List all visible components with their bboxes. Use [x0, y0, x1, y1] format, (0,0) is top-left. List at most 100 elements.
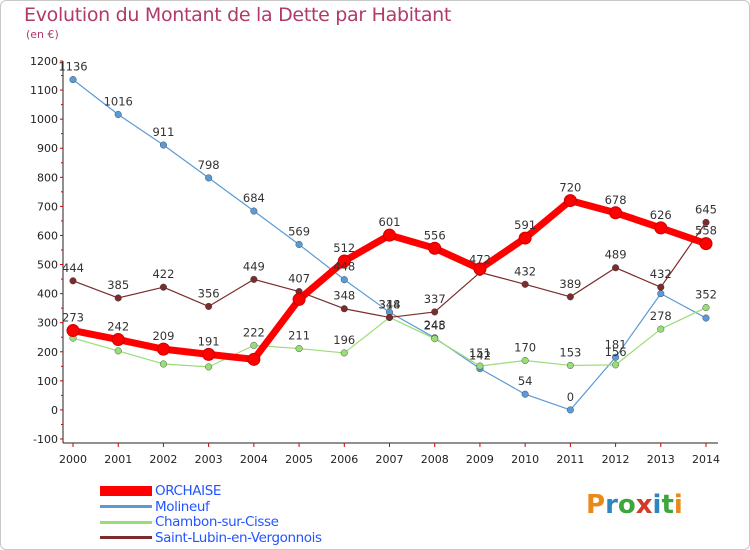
data-label: 191 [198, 334, 220, 348]
data-label: 389 [559, 277, 581, 291]
series-point [69, 76, 77, 84]
data-label: 153 [559, 345, 581, 359]
data-label: 54 [518, 374, 533, 388]
logo-letter: x [635, 490, 653, 520]
x-tick-label: 2010 [511, 453, 539, 466]
series-point [566, 293, 574, 301]
x-tick-label: 2000 [59, 453, 87, 466]
data-label: 601 [379, 215, 401, 229]
data-label: 245 [424, 319, 446, 333]
data-label: 645 [695, 202, 717, 216]
logo-letter: P [586, 490, 606, 520]
data-label: 209 [152, 329, 174, 343]
data-label: 385 [107, 278, 129, 292]
data-label: 684 [243, 191, 265, 205]
series-point [340, 305, 348, 313]
data-label: 449 [243, 259, 265, 273]
series-point [612, 264, 620, 272]
x-tick-label: 2004 [240, 453, 268, 466]
series-point [702, 304, 710, 312]
x-tick-label: 2003 [195, 453, 223, 466]
series-point [473, 262, 487, 276]
series-point [340, 276, 348, 284]
data-label: 591 [514, 218, 536, 232]
data-label: 196 [333, 333, 355, 347]
series-point [292, 292, 306, 306]
series-point [699, 237, 713, 251]
data-label: 151 [469, 346, 491, 360]
data-label: 422 [152, 267, 174, 281]
data-label: 0 [567, 390, 574, 404]
series-point [114, 347, 122, 355]
series-point [340, 349, 348, 357]
series-point [159, 360, 167, 368]
logo-letter: i [652, 490, 662, 520]
y-tick-label: 0 [51, 404, 58, 417]
x-tick-label: 2013 [647, 453, 675, 466]
series-point [566, 361, 574, 369]
legend-swatch-saint-lubin [100, 536, 152, 539]
series-point [250, 341, 258, 349]
y-tick-label: 800 [37, 171, 58, 184]
data-label: 569 [288, 224, 310, 238]
legend: ORCHAISE Molineuf Chambon-sur-Cisse Sain… [100, 484, 322, 546]
data-label: 248 [424, 318, 446, 332]
y-tick-label: 900 [37, 142, 58, 155]
series-point [69, 277, 77, 285]
data-label: 242 [107, 320, 129, 334]
legend-label-orchaise: ORCHAISE [155, 483, 222, 499]
series-point [521, 390, 529, 398]
series-point [566, 406, 574, 414]
x-tick-label: 2006 [330, 453, 358, 466]
series-point [431, 335, 439, 343]
chart-subtitle: (en €) [26, 28, 59, 41]
y-tick-label: 1000 [30, 113, 58, 126]
logo-letter: t [661, 490, 674, 520]
chart-title: Evolution du Montant de la Dette par Hab… [24, 4, 452, 26]
data-label: 1136 [58, 60, 87, 74]
series-point [657, 290, 665, 298]
series-point [159, 141, 167, 149]
data-label: 432 [650, 267, 672, 281]
data-label: 558 [695, 224, 717, 238]
series-point [521, 280, 529, 288]
data-label: 278 [650, 309, 672, 323]
series-point [66, 324, 80, 338]
data-label: 407 [288, 272, 310, 286]
series-point [386, 313, 394, 321]
series-point [654, 221, 668, 235]
series-point [518, 231, 532, 245]
data-label: 222 [243, 325, 265, 339]
data-label: 626 [650, 208, 672, 222]
legend-item-molineuf: Molineuf [100, 500, 322, 514]
series-point [250, 275, 258, 283]
y-tick-label: 100 [37, 375, 58, 388]
data-label: 432 [514, 264, 536, 278]
data-label: 344 [379, 297, 401, 311]
data-label: 448 [333, 260, 355, 274]
y-tick-label: 600 [37, 229, 58, 242]
series-point [612, 353, 620, 361]
x-tick-label: 2001 [104, 453, 132, 466]
x-tick-label: 2014 [692, 453, 720, 466]
x-tick-label: 2011 [556, 453, 584, 466]
series-point [702, 314, 710, 322]
y-tick-label: -100 [33, 433, 58, 446]
series-point [205, 363, 213, 371]
series-point [159, 283, 167, 291]
data-label: 142 [469, 349, 491, 363]
y-tick-label: 300 [37, 317, 58, 330]
x-tick-label: 2005 [285, 453, 313, 466]
series-point [563, 194, 577, 208]
series-point [295, 345, 303, 353]
x-tick-label: 2007 [376, 453, 404, 466]
series-point [114, 111, 122, 119]
data-label: 348 [333, 289, 355, 303]
series-point [476, 362, 484, 370]
series-point [205, 174, 213, 182]
series-point [431, 308, 439, 316]
series-point [521, 356, 529, 364]
data-label: 337 [424, 292, 446, 306]
x-tick-label: 2002 [149, 453, 177, 466]
series-point [383, 228, 396, 242]
